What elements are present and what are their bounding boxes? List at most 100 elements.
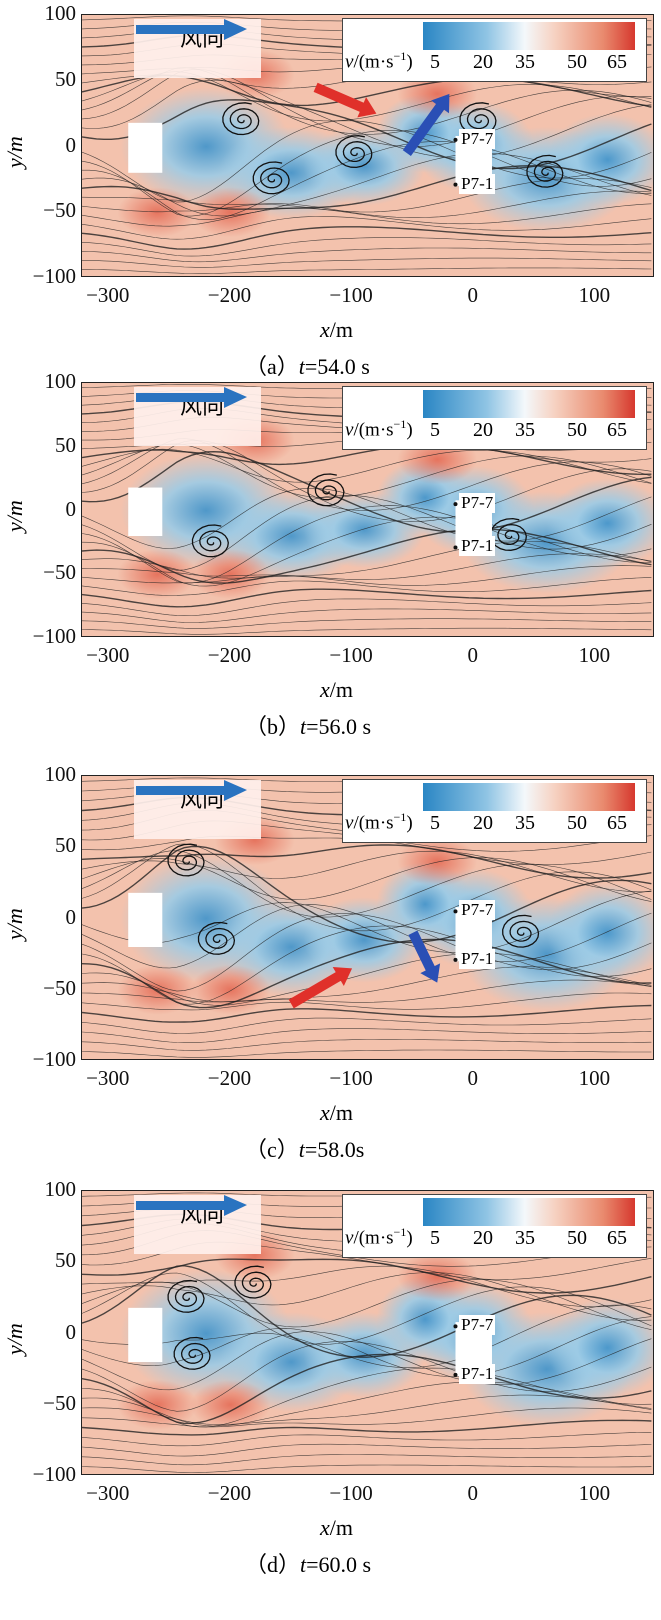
high-velocity-region [397, 836, 478, 887]
colorbar-legend: v/(m·s−1) 5 20 35 50 65 [342, 18, 647, 82]
colorbar-tick: 50 [567, 812, 587, 834]
probe-p7-7 [453, 137, 458, 142]
probe-label-p7-1: P7-1 [459, 948, 496, 969]
wind-direction-box: 风向 [134, 387, 261, 446]
streamline [82, 608, 652, 623]
streamline [82, 1004, 652, 1023]
streamline [82, 541, 652, 579]
probe-p7-7 [453, 909, 458, 914]
x-axis-label: x/m [320, 1100, 353, 1125]
streamline [82, 1039, 652, 1051]
low-velocity-region [546, 478, 653, 568]
streamline [82, 890, 652, 953]
x-tick-label: −300 [86, 1481, 130, 1505]
colorbar-tick: 50 [567, 1227, 587, 1249]
colorbar-tick: 5 [430, 419, 440, 441]
streamline [82, 979, 652, 1003]
y-tick-label: 50 [55, 66, 76, 91]
streamline [82, 966, 652, 1003]
streamline [82, 1331, 652, 1391]
colorbar-label: v/(m·s−1) [345, 49, 413, 73]
x-tick-label: −100 [329, 643, 373, 667]
colorbar-tick: 50 [567, 419, 587, 441]
colorbar-tick: 5 [430, 51, 440, 73]
x-tick-label: −100 [329, 1481, 373, 1505]
x-tick-label: 0 [467, 1481, 478, 1505]
plot-area: 风向 v/(m·s−1) 5 20 35 50 65 P7-7 P7-1 [81, 775, 654, 1060]
streamline [82, 1464, 652, 1473]
y-tick-label: 0 [65, 496, 77, 521]
y-tick-label: −50 [43, 560, 76, 585]
high-velocity-region [117, 187, 198, 238]
y-tick-label: 100 [44, 1, 77, 25]
vortex [197, 921, 236, 955]
streamline [82, 913, 652, 992]
probe-label-p7-7: P7-7 [459, 128, 496, 149]
y-tick-label: −50 [43, 975, 76, 1000]
probe-p7-7 [453, 1324, 458, 1329]
high-velocity-region [117, 1379, 198, 1430]
x-tick-label: −200 [207, 643, 252, 667]
x-tick-label: 0 [467, 1066, 478, 1090]
streamline [82, 488, 652, 549]
building-left [128, 487, 163, 536]
streamline [82, 1353, 652, 1425]
streamline [82, 443, 652, 476]
streamline [82, 627, 652, 635]
streamline [82, 1017, 652, 1034]
colorbar-legend: v/(m·s−1) 5 20 35 50 65 [342, 779, 647, 843]
wind-arrow-icon [136, 19, 247, 40]
streamline [82, 1432, 652, 1447]
colorbar [423, 783, 635, 811]
probe-label-p7-1: P7-1 [459, 536, 496, 557]
wind-arrow-icon [136, 387, 247, 408]
streamline [82, 843, 652, 932]
y-tick-label: −100 [32, 1047, 76, 1071]
colorbar-tick: 35 [515, 51, 535, 73]
x-tick-label: −300 [86, 643, 130, 667]
streamline [82, 1258, 652, 1294]
vortex [167, 1279, 205, 1313]
high-velocity-region [397, 1251, 478, 1302]
streamline [82, 1028, 652, 1043]
y-axis-label: y/m [2, 499, 27, 532]
x-tick-label: 100 [578, 643, 611, 667]
streamline [82, 1454, 652, 1466]
streamline [82, 165, 652, 210]
building-left [128, 122, 163, 173]
x-tick-label: −300 [86, 1066, 130, 1090]
streamline [82, 448, 652, 484]
streamline [82, 857, 652, 902]
vortex [173, 1336, 211, 1370]
wind-arrow-icon [136, 1195, 247, 1216]
streamline [82, 190, 652, 218]
colorbar [423, 22, 635, 50]
colorbar-tick: 5 [430, 1227, 440, 1249]
streamline [82, 120, 652, 203]
y-tick-label: 0 [65, 1319, 77, 1344]
streamline [82, 130, 652, 217]
y-tick-label: 0 [65, 904, 77, 929]
x-tick-label: 100 [578, 1481, 611, 1505]
streamline [82, 588, 652, 608]
streamline [82, 850, 652, 893]
y-tick-label: −100 [32, 1462, 76, 1486]
streamline [82, 1265, 652, 1308]
probe-label-p7-7: P7-7 [459, 900, 496, 921]
probe-label-p7-7: P7-7 [459, 493, 496, 514]
x-tick-label: 0 [467, 283, 478, 307]
colorbar-tick: 35 [515, 419, 535, 441]
streamline [82, 1419, 652, 1436]
probe-p7-1 [453, 1372, 458, 1377]
streamline [82, 952, 652, 1006]
x-tick-label: 0 [467, 643, 478, 667]
vortex [191, 524, 229, 558]
y-tick-label: 100 [44, 369, 77, 393]
colorbar-tick: 65 [607, 419, 627, 441]
y-axis-label: y/m [2, 1322, 27, 1355]
streamline [82, 79, 652, 159]
streamline [82, 226, 652, 250]
streamline [82, 516, 652, 587]
colorbar-tick: 65 [607, 51, 627, 73]
streamline [82, 850, 652, 918]
